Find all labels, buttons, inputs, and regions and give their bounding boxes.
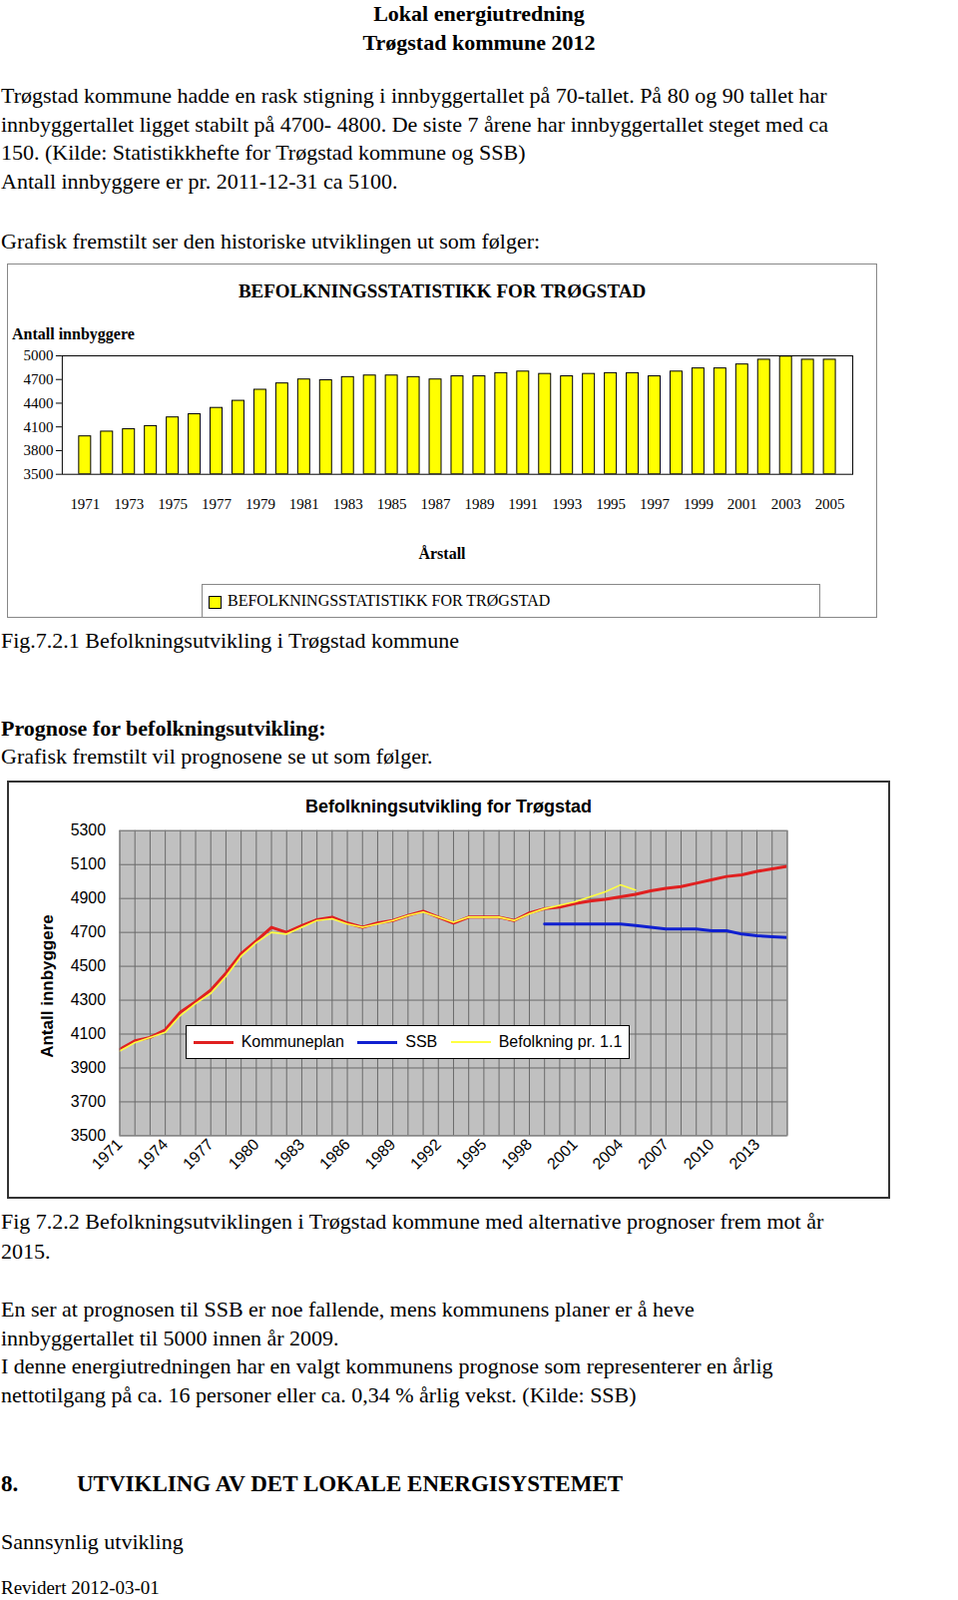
svg-text:1971: 1971 [88, 1134, 126, 1172]
svg-text:1981: 1981 [289, 495, 320, 512]
svg-text:2001: 2001 [543, 1134, 581, 1172]
html-text:SSB: SSB [405, 1032, 438, 1050]
svg-text:1998: 1998 [497, 1134, 535, 1172]
html-text:Grafisk fremstilt ser den hist: Grafisk fremstilt ser den historiske utv… [0, 228, 540, 254]
svg-text:2001: 2001 [727, 495, 758, 512]
svg-text:4400: 4400 [23, 395, 54, 412]
svg-text:1974: 1974 [133, 1134, 171, 1172]
svg-text:2005: 2005 [815, 495, 846, 512]
svg-text:1973: 1973 [113, 495, 144, 512]
svg-text:1991: 1991 [507, 495, 538, 512]
html-text:Fig.7.2.1 Befolkningsutvikling: Fig.7.2.1 Befolkningsutvikling i Trøgsta… [0, 627, 460, 653]
svg-text:4300: 4300 [70, 990, 107, 1008]
html-text:Befolkning pr. 1.1: Befolkning pr. 1.1 [498, 1032, 623, 1050]
svg-text:1989: 1989 [464, 495, 494, 512]
svg-text:1992: 1992 [407, 1134, 445, 1172]
svg-text:3800: 3800 [23, 442, 54, 459]
html-text:BEFOLKNINGSSTATISTIKK FOR TRØG: BEFOLKNINGSSTATISTIKK FOR TRØGSTAD [227, 591, 551, 609]
svg-text:4700: 4700 [70, 923, 107, 941]
html-text:Trøgstad kommune 2012: Trøgstad kommune 2012 [362, 29, 596, 55]
html-text:Antall innbyggere: Antall innbyggere [37, 914, 57, 1058]
svg-text:3900: 3900 [70, 1058, 107, 1076]
html-text:Årstall: Årstall [418, 544, 466, 562]
html-text:UTVIKLING AV DET LOKALE ENERGI: UTVIKLING AV DET LOKALE ENERGISYSTEMET [76, 1470, 623, 1496]
svg-text:2013: 2013 [725, 1134, 763, 1172]
svg-text:3500: 3500 [70, 1126, 107, 1144]
svg-text:1997: 1997 [639, 495, 670, 512]
svg-text:5100: 5100 [70, 855, 107, 873]
svg-text:5000: 5000 [23, 347, 54, 364]
svg-text:4900: 4900 [70, 889, 107, 907]
html-text:BEFOLKNINGSSTATISTIKK FOR TRØG: BEFOLKNINGSSTATISTIKK FOR TRØGSTAD [238, 280, 646, 302]
svg-text:2010: 2010 [680, 1134, 718, 1172]
html-text:Fig 7.2.2 Befolkningsutvikling: Fig 7.2.2 Befolkningsutviklingen i Trøgs… [0, 1208, 824, 1234]
svg-text:1980: 1980 [225, 1134, 263, 1172]
svg-text:2003: 2003 [771, 495, 802, 512]
svg-text:2004: 2004 [588, 1134, 626, 1172]
html-text:Befolkningsutvikling for Trøgs: Befolkningsutvikling for Trøgstad [305, 796, 592, 817]
svg-text:4500: 4500 [70, 957, 107, 974]
html-text:En ser at prognosen til SSB er: En ser at prognosen til SSB er noe falle… [0, 1296, 695, 1322]
html-text:Antall innbyggere: Antall innbyggere [11, 325, 135, 343]
svg-text:4700: 4700 [23, 371, 54, 388]
svg-text:1989: 1989 [361, 1134, 399, 1172]
svg-text:5300: 5300 [70, 821, 107, 839]
svg-text:1975: 1975 [157, 495, 188, 512]
svg-text:1993: 1993 [551, 495, 582, 512]
html-text:Revidert 2012-03-01: Revidert 2012-03-01 [0, 1576, 160, 1598]
html-text:2015.: 2015. [0, 1238, 51, 1264]
svg-text:3500: 3500 [23, 466, 54, 482]
html-text:Sannsynlig utvikling: Sannsynlig utvikling [0, 1528, 184, 1554]
svg-text:3700: 3700 [70, 1092, 107, 1110]
html-text:Kommuneplan: Kommuneplan [241, 1032, 345, 1050]
html-text:Grafisk fremstilt vil prognose: Grafisk fremstilt vil prognosene se ut s… [0, 743, 433, 769]
html-text:innbyggertallet ligget stabilt: innbyggertallet ligget stabilt på 4700- … [0, 111, 829, 137]
svg-text:4100: 4100 [70, 1024, 107, 1042]
svg-text:1995: 1995 [595, 495, 626, 512]
html-text:I denne energiutredningen har: I denne energiutredningen har en valgt k… [0, 1353, 773, 1379]
svg-text:1985: 1985 [377, 495, 408, 512]
svg-text:1983: 1983 [270, 1134, 308, 1172]
html-text:nettotilgang på ca. 16 persone: nettotilgang på ca. 16 personer eller ca… [0, 1381, 637, 1407]
svg-text:1971: 1971 [69, 495, 100, 512]
svg-text:1983: 1983 [333, 495, 364, 512]
svg-text:1977: 1977 [201, 495, 232, 512]
svg-text:4100: 4100 [23, 418, 54, 435]
svg-text:1979: 1979 [245, 495, 276, 512]
html-text:Antall innbyggere er pr. 2011-: Antall innbyggere er pr. 2011-12-31 ca 5… [0, 168, 398, 194]
svg-text:2007: 2007 [634, 1134, 672, 1172]
svg-text:1987: 1987 [421, 495, 452, 512]
html-text:150. (Kilde: Statistikkhefte f: 150. (Kilde: Statistikkhefte for Trøgsta… [0, 139, 526, 165]
html-text:Trøgstad kommune hadde en rask: Trøgstad kommune hadde en rask stigning … [0, 82, 827, 108]
svg-text:1977: 1977 [179, 1134, 217, 1172]
html-text:8.: 8. [0, 1470, 19, 1496]
html-text:innbyggertallet til 5000 innen: innbyggertallet til 5000 innen år 2009. [0, 1324, 339, 1350]
svg-text:1995: 1995 [453, 1134, 490, 1172]
svg-text:1999: 1999 [683, 495, 714, 512]
svg-text:1986: 1986 [316, 1134, 354, 1172]
html-text:Lokal energiutredning: Lokal energiutredning [373, 0, 585, 26]
html-text:Prognose for befolkningsutvikl: Prognose for befolkningsutvikling: [0, 715, 326, 741]
